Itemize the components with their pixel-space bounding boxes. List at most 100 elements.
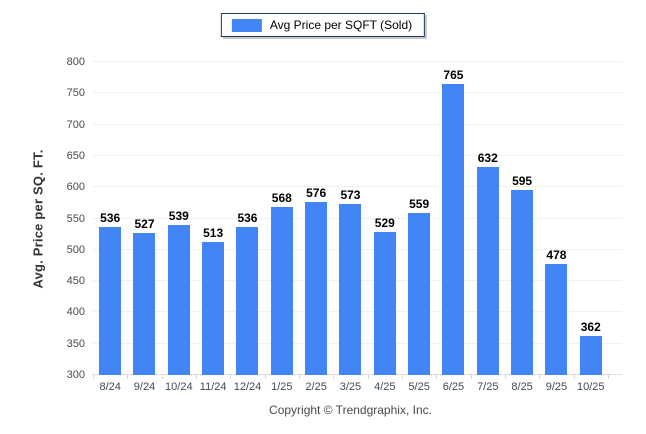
bar-value-label: 362 — [580, 320, 601, 335]
gridline — [93, 123, 622, 125]
x-tick-label: 7/25 — [477, 381, 499, 393]
bar-slot: 576 — [299, 62, 333, 375]
bar-slot: 536 — [230, 62, 264, 375]
bar-8/25 — [511, 190, 534, 375]
x-tick-label: 3/25 — [339, 381, 362, 393]
plot-area: 536 527 539 513 536 568 576 573 529 559 765 632 595 4… — [93, 61, 622, 379]
x-tick — [573, 375, 575, 379]
x-tick — [93, 375, 94, 379]
bar-slot: 632 — [471, 62, 505, 375]
bar-7/25 — [476, 167, 499, 375]
x-tick — [539, 375, 541, 379]
bar-slot: 536 — [93, 62, 127, 375]
x-axis-labels: 8/24 9/24 10/24 11/24 12/24 1/25 2/25 3/25 4/25 5… — [93, 381, 608, 393]
x-tick-label: 10/25 — [576, 381, 605, 393]
y-tick-label: 300 — [66, 369, 85, 381]
bar-3/25 — [339, 204, 362, 375]
y-tick-label: 600 — [66, 181, 85, 194]
gridline — [93, 186, 622, 188]
bar-10/25 — [579, 336, 602, 375]
bar-6/25 — [442, 83, 465, 375]
bar-slot: 568 — [265, 62, 299, 375]
x-tick — [161, 375, 163, 379]
y-tick-label: 750 — [66, 87, 85, 100]
bar-slot: 595 — [505, 62, 539, 375]
x-tick-label: 9/25 — [545, 381, 568, 393]
legend: Avg Price per SQFT (Sold) — [220, 13, 426, 37]
bar-value-label: 765 — [443, 67, 464, 82]
bar-value-label: 595 — [512, 174, 533, 189]
legend-label: Avg Price per SQFT (Sold) — [269, 18, 413, 32]
bar-value-label: 559 — [409, 196, 430, 211]
x-tick — [127, 375, 129, 379]
y-tick-label: 800 — [66, 56, 85, 68]
bar-slot: 478 — [539, 62, 573, 375]
x-axis-ticks — [93, 375, 609, 380]
y-tick-label: 500 — [66, 243, 85, 256]
bar-9/25 — [545, 263, 568, 375]
y-tick-label: 650 — [66, 149, 85, 162]
x-tick-label: 1/25 — [271, 381, 293, 393]
bar-slot: 362 — [574, 62, 608, 375]
x-tick-label: 11/24 — [199, 381, 227, 393]
bar-4/25 — [373, 231, 396, 375]
bar-slot: 573 — [333, 62, 367, 375]
bars-container: 536 527 539 513 536 568 576 573 529 559 765 632 595 4… — [93, 62, 608, 375]
bar-value-label: 539 — [168, 209, 189, 224]
y-tick-label: 350 — [66, 337, 85, 350]
x-tick — [264, 375, 266, 379]
x-tick-label: 2/25 — [305, 381, 327, 393]
x-tick-label: 5/25 — [408, 381, 430, 393]
bar-value-label: 576 — [306, 186, 327, 201]
x-tick — [402, 375, 403, 379]
bar-value-label: 632 — [477, 151, 498, 166]
y-tick-label: 700 — [66, 118, 85, 131]
bar-value-label: 536 — [237, 211, 258, 226]
bar-slot: 559 — [402, 62, 436, 375]
gridline — [93, 61, 622, 62]
bar-value-label: 568 — [271, 191, 292, 206]
x-tick-label: 9/24 — [133, 381, 156, 393]
y-tick-label: 400 — [66, 306, 85, 319]
gridline — [93, 92, 622, 94]
bar-value-label: 573 — [340, 188, 361, 203]
bar-11/24 — [202, 241, 225, 375]
legend-swatch — [231, 18, 262, 32]
y-tick-label: 550 — [66, 212, 85, 225]
gridline — [93, 154, 622, 156]
x-tick — [230, 375, 232, 379]
bar-value-label: 536 — [100, 211, 121, 226]
x-tick — [333, 375, 335, 379]
bar-slot: 539 — [162, 62, 196, 375]
bar-slot: 513 — [196, 62, 230, 375]
x-tick — [299, 375, 300, 379]
x-tick — [367, 375, 369, 379]
bar-value-label: 529 — [374, 215, 395, 230]
bar-12/24 — [236, 227, 259, 375]
bar-slot: 529 — [368, 62, 402, 375]
bar-8/24 — [99, 227, 122, 375]
x-tick-label: 10/24 — [165, 381, 193, 393]
bar-1/25 — [270, 207, 293, 375]
x-tick — [608, 375, 609, 379]
x-tick — [436, 375, 438, 379]
y-tick-label: 450 — [66, 275, 85, 288]
bar-value-label: 478 — [546, 247, 567, 262]
bar-9/24 — [133, 232, 156, 375]
bar-5/25 — [408, 212, 431, 375]
x-tick-label: 6/25 — [442, 381, 465, 393]
x-tick-label: 4/25 — [374, 381, 396, 393]
bar-value-label: 513 — [203, 225, 224, 240]
bar-10/24 — [167, 225, 190, 375]
bar-value-label: 527 — [134, 216, 155, 231]
bar-2/25 — [305, 202, 328, 375]
y-axis-tick-labels: 300 350 400 450 500 550 600 650 700 750 800 — [0, 56, 85, 381]
x-tick-label: 8/24 — [99, 381, 121, 393]
x-tick — [196, 375, 197, 379]
x-tick — [470, 375, 472, 379]
bar-slot: 527 — [127, 62, 161, 375]
copyright-text: Copyright © Trendgraphix, Inc. — [269, 403, 432, 417]
x-tick-label: 12/24 — [233, 381, 262, 393]
bar-slot: 765 — [436, 62, 470, 375]
x-tick-label: 8/25 — [511, 381, 533, 393]
